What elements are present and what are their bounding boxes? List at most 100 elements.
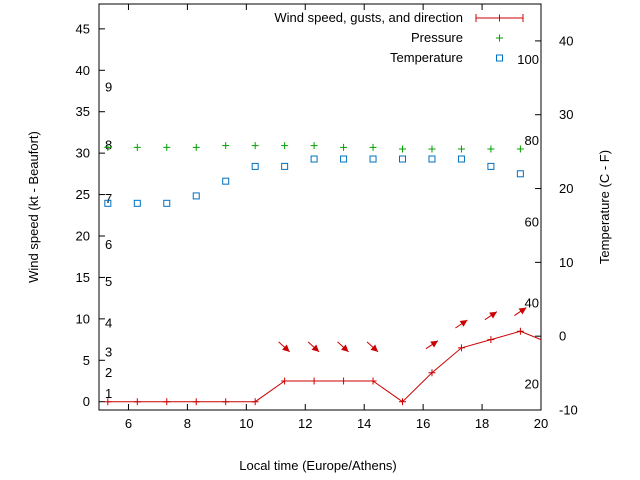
wind-direction-arrow [514, 307, 527, 316]
y2-tick-label: 20 [559, 181, 573, 196]
beaufort-label: 6 [105, 237, 112, 252]
pressure-point [281, 142, 289, 150]
temperature-point [163, 199, 171, 207]
temperature-point [369, 155, 377, 163]
temperature-point [281, 162, 289, 170]
wind-arrow-head [370, 344, 379, 352]
beaufort-label: 1 [105, 386, 112, 401]
fahrenheit-label: 20 [525, 377, 539, 392]
beaufort-label: 3 [105, 345, 112, 360]
y2-tick-label: 30 [559, 107, 573, 122]
wind-point [281, 377, 289, 385]
y-tick-label: 40 [76, 63, 90, 78]
y2-tick-label: -10 [559, 403, 578, 418]
wind-point [192, 398, 200, 406]
wind-point [251, 398, 259, 406]
wind-point [487, 336, 495, 344]
temperature-point [428, 155, 436, 163]
wind-direction-arrow [307, 341, 320, 353]
temperature-point [457, 155, 465, 163]
wind-arrow-head [341, 344, 349, 352]
wind-point [222, 398, 230, 406]
temperature-point [192, 192, 200, 200]
wind-speed-line [107, 330, 542, 403]
temperature-point [104, 199, 112, 207]
pressure-point [369, 143, 377, 151]
x-tick-label: 14 [357, 416, 371, 431]
y-tick-label: 0 [83, 394, 90, 409]
wind-arrow-head [459, 320, 468, 327]
axis-ticks: 6 8 10 12 14 16 18 20051015202530354045-1001020… [76, 4, 578, 431]
x-tick-label: 18 [475, 416, 489, 431]
pressure-point [516, 145, 524, 153]
legend-temperature-marker [496, 54, 503, 62]
temperature-point [222, 177, 230, 185]
pressure-point [192, 143, 200, 151]
pressure-point [222, 142, 230, 150]
pressure-point [457, 145, 465, 153]
pressure-point [487, 145, 495, 153]
y-tick-label: 35 [76, 104, 90, 119]
wind-point [340, 377, 348, 385]
wind-arrow-head [518, 307, 527, 315]
beaufort-label: 7 [105, 191, 112, 206]
pressure-point [163, 143, 171, 151]
beaufort-label: 8 [105, 137, 112, 152]
pressure-point [251, 142, 259, 150]
y-tick-label: 25 [76, 187, 90, 202]
beaufort-label: 9 [105, 79, 112, 94]
legend-entry-wind: Wind speed, gusts, and direction [274, 10, 463, 25]
wind-direction-arrow [425, 340, 439, 350]
y-tick-label: 45 [76, 21, 90, 36]
y2-tick-label: 40 [559, 33, 573, 48]
wind-arrow-head [489, 311, 497, 319]
legend-entry-temperature: Temperature [390, 50, 463, 65]
x-tick-label: 12 [298, 416, 312, 431]
y-tick-label: 5 [83, 353, 90, 368]
pressure-point [104, 143, 112, 151]
wind-point [310, 377, 318, 385]
beaufort-label: 4 [105, 316, 112, 331]
series-layer [104, 142, 542, 406]
wind-point [516, 327, 524, 335]
y-tick-label: 10 [76, 311, 90, 326]
temperature-point [340, 155, 348, 163]
y-tick-label: 15 [76, 270, 90, 285]
wind-point [104, 398, 112, 406]
y-tick-label: 30 [76, 146, 90, 161]
x-tick-label: 10 [239, 416, 253, 431]
wind-point [399, 398, 407, 406]
wind-point [133, 398, 141, 406]
wind-arrow-head [282, 344, 290, 352]
wind-direction-arrow [337, 341, 349, 353]
y2-tick-label: 0 [559, 329, 566, 344]
wind-point [428, 369, 436, 377]
pressure-point [428, 145, 436, 153]
beaufort-label: 2 [105, 365, 112, 380]
legend-wind-marker [496, 14, 503, 22]
wind-direction-arrow [484, 311, 498, 321]
fahrenheit-label: 100 [517, 52, 539, 67]
x-axis-title: Local time (Europe/Athens) [239, 458, 397, 473]
legend-entry-pressure: Pressure [411, 30, 463, 45]
y-tick-label: 20 [76, 229, 90, 244]
pressure-point [399, 145, 407, 153]
y-axis-title: Wind speed (kt - Beaufort) [26, 131, 41, 283]
wind-arrow-head [430, 340, 438, 348]
y2-axis-title: Temperature (C - F) [597, 150, 612, 264]
legend-pressure-marker [496, 34, 503, 42]
plot-frame [98, 3, 542, 411]
temperature-point [399, 155, 407, 163]
temperature-point [251, 162, 259, 170]
x-tick-label: 8 [184, 416, 191, 431]
pressure-point [310, 142, 318, 150]
fahrenheit-label: 60 [525, 214, 539, 229]
temperature-point [516, 170, 524, 178]
wind-direction-arrow [366, 341, 379, 353]
wind-point [369, 377, 377, 385]
fahrenheit-label: 40 [525, 295, 539, 310]
wind-arrow-head [311, 344, 320, 352]
wind-direction-arrow [455, 319, 468, 329]
